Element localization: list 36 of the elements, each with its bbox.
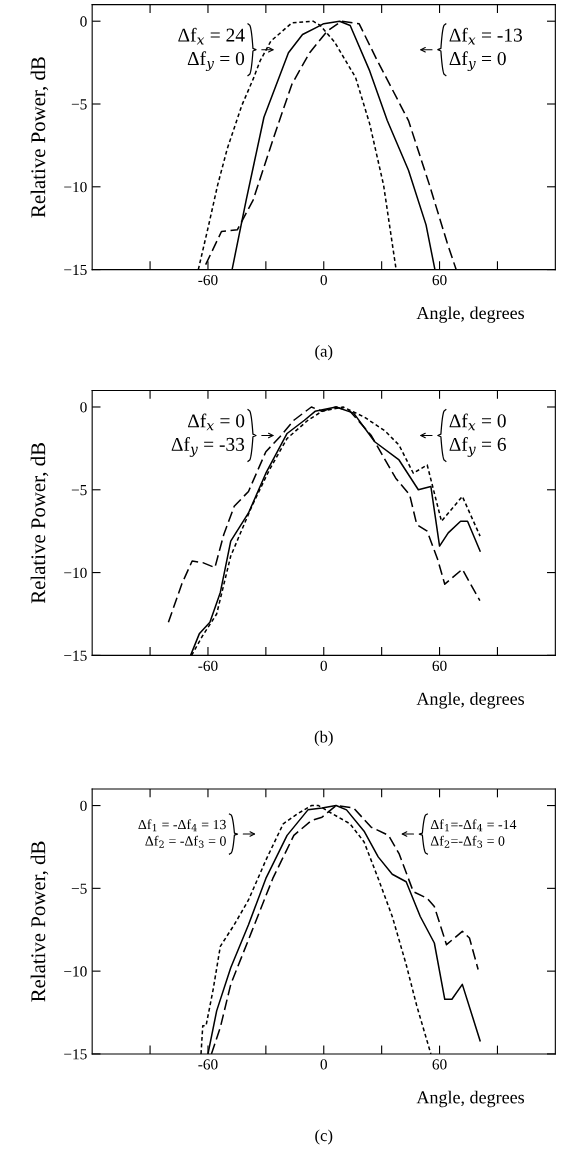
text: (c) [315,1129,333,1145]
y-axis-title: Relative Power, dB [30,443,49,604]
y-tick-label: −10 [64,181,87,193]
y-tick-label: −15 [64,650,87,661]
text: Δf$_{1}$ = -Δf$_{4}$ = 13 Δf$_{2}$ = -Δf$_{3}$ = 0 [138,819,226,848]
y-tick-label: 0 [80,800,87,812]
y-tick-label: −15 [64,1049,87,1060]
text: Δf$_{x}$ = 0 Δf$_{y}$ = -33 [171,413,245,457]
text: (b) [314,730,333,746]
text: (a) [315,345,333,361]
x-axis-title: Angle, degrees [416,692,525,709]
y-axis-title: Relative Power, dB [30,57,49,218]
y-axis-title: Relative Power, dB [30,841,49,1002]
text: Δf$_{1}$=-Δf$_{4}$ = -14 Δf$_{2}$=-Δf$_{3}$ = 0 [430,819,517,848]
x-tick-label: 60 [432,660,447,671]
x-axis-title: Angle, degrees [416,306,525,323]
x-tick-label: -60 [198,660,218,671]
x-tick-label: -60 [198,1059,218,1070]
x-tick-label: 60 [432,274,447,286]
y-tick-label: −5 [71,485,87,496]
y-tick-label: 0 [80,16,87,27]
x-tick-label: 0 [320,660,327,671]
x-tick-label: 0 [320,274,327,286]
x-tick-label: 60 [432,1059,447,1070]
y-tick-label: −10 [64,966,87,977]
x-tick-label: 0 [320,1059,327,1070]
y-tick-label: −5 [71,99,87,110]
x-tick-label: -60 [198,274,218,286]
y-tick-label: −10 [64,567,87,579]
annotation: Δf$_{x}$ = 0 Δf$_{y}$ = 6 [449,413,506,457]
y-tick-label: 0 [80,402,87,413]
annotation: Δf$_{x}$ = 24 Δf$_{y}$ = 0 [178,27,245,71]
annotation: Δf$_{x}$ = -13 Δf$_{y}$ = 0 [449,27,522,71]
y-tick-label: −5 [71,883,87,894]
y-tick-label: −15 [64,264,87,276]
x-axis-title: Angle, degrees [416,1090,525,1108]
